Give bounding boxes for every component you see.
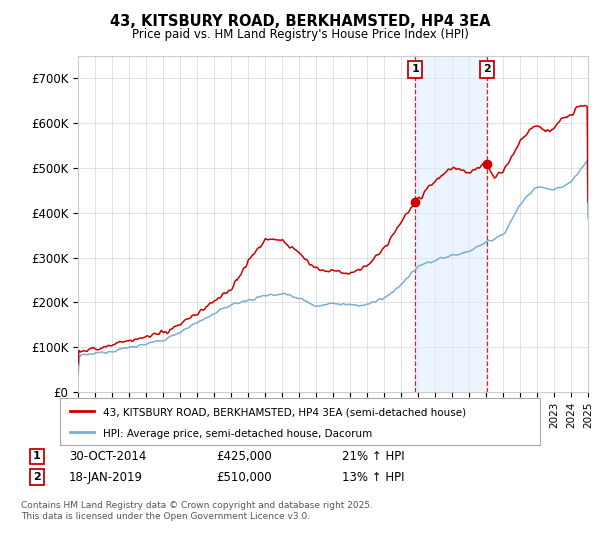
- Text: 43, KITSBURY ROAD, BERKHAMSTED, HP4 3EA: 43, KITSBURY ROAD, BERKHAMSTED, HP4 3EA: [110, 14, 490, 29]
- Text: 1: 1: [411, 64, 419, 74]
- Text: £510,000: £510,000: [216, 470, 272, 484]
- Text: 2: 2: [483, 64, 491, 74]
- Text: 43, KITSBURY ROAD, BERKHAMSTED, HP4 3EA (semi-detached house): 43, KITSBURY ROAD, BERKHAMSTED, HP4 3EA …: [103, 408, 466, 418]
- Text: 21% ↑ HPI: 21% ↑ HPI: [342, 450, 404, 463]
- Text: 2: 2: [33, 472, 41, 482]
- Text: 1: 1: [33, 451, 41, 461]
- Text: Contains HM Land Registry data © Crown copyright and database right 2025.
This d: Contains HM Land Registry data © Crown c…: [21, 501, 373, 521]
- Text: 30-OCT-2014: 30-OCT-2014: [69, 450, 146, 463]
- Text: Price paid vs. HM Land Registry's House Price Index (HPI): Price paid vs. HM Land Registry's House …: [131, 28, 469, 41]
- Text: 13% ↑ HPI: 13% ↑ HPI: [342, 470, 404, 484]
- Text: £425,000: £425,000: [216, 450, 272, 463]
- Text: 18-JAN-2019: 18-JAN-2019: [69, 470, 143, 484]
- Text: HPI: Average price, semi-detached house, Dacorum: HPI: Average price, semi-detached house,…: [103, 429, 373, 439]
